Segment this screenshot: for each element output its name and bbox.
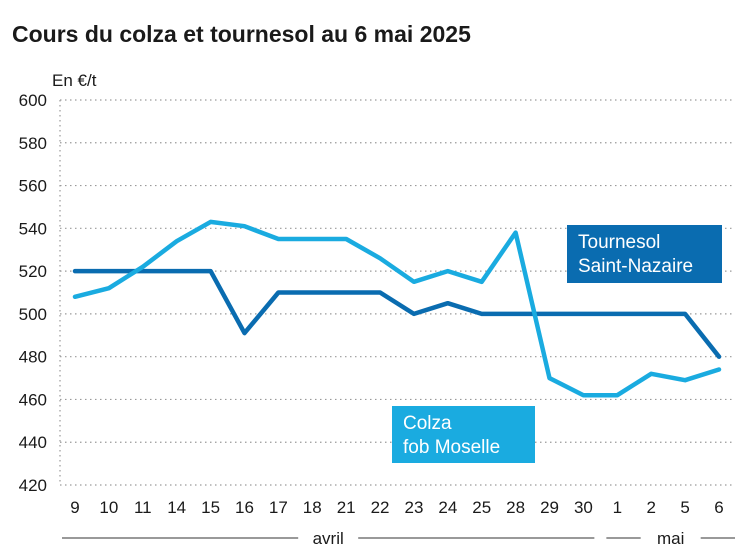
x-tick-label: 21 xyxy=(337,498,356,517)
x-tick-label: 6 xyxy=(714,498,723,517)
y-tick-label: 520 xyxy=(19,262,47,281)
y-tick-label: 560 xyxy=(19,177,47,196)
x-tick-label: 17 xyxy=(269,498,288,517)
series-lines xyxy=(72,219,722,398)
y-tick-label: 460 xyxy=(19,390,47,409)
series-label-text: Saint-Nazaire xyxy=(578,256,693,277)
month-label: mai xyxy=(657,529,684,548)
y-tick-label: 540 xyxy=(19,219,47,238)
gridlines xyxy=(59,99,735,486)
x-tick-label: 25 xyxy=(472,498,491,517)
series-labels: Tournesol Saint-Nazaire Colza fob Moselle xyxy=(392,225,722,463)
x-tick-label: 29 xyxy=(540,498,559,517)
label-colza: Colza fob Moselle xyxy=(392,406,535,463)
x-tick-label: 15 xyxy=(201,498,220,517)
x-tick-label: 22 xyxy=(371,498,390,517)
series-line-colza xyxy=(72,219,722,398)
x-tick-label: 10 xyxy=(99,498,118,517)
series-label-text: fob Moselle xyxy=(403,437,500,458)
y-tick-label: 420 xyxy=(19,476,47,495)
series-label-box xyxy=(567,225,722,283)
x-tick-label: 5 xyxy=(680,498,689,517)
series-line-tournesol xyxy=(72,268,722,359)
x-tick-label: 23 xyxy=(404,498,423,517)
label-tournesol: Tournesol Saint-Nazaire xyxy=(567,225,722,283)
x-tick-label: 2 xyxy=(646,498,655,517)
y-tick-label: 500 xyxy=(19,305,47,324)
x-tick-label: 14 xyxy=(167,498,186,517)
x-tick-labels: 9 10 11 14 15 16 17 18 21 22 23 24 25 28 29 30 1 2 5 6 xyxy=(70,498,723,517)
x-tick-label: 16 xyxy=(235,498,254,517)
month-label: avril xyxy=(313,529,344,548)
series-label-text: Tournesol xyxy=(578,232,660,253)
y-tick-labels: 420 440 460 480 500 520 540 560 580 600 xyxy=(19,91,47,495)
series-label-box xyxy=(392,406,535,463)
x-tick-label: 18 xyxy=(303,498,322,517)
y-tick-label: 580 xyxy=(19,134,47,153)
x-tick-label: 9 xyxy=(70,498,79,517)
month-axis: avril mai xyxy=(62,529,735,548)
x-tick-label: 1 xyxy=(613,498,622,517)
y-axis-unit-label: En €/t xyxy=(52,71,97,90)
series-label-text: Colza xyxy=(403,413,452,434)
chart-title: Cours du colza et tournesol au 6 mai 202… xyxy=(12,21,471,47)
x-tick-label: 24 xyxy=(438,498,457,517)
y-tick-label: 600 xyxy=(19,91,47,110)
x-tick-label: 11 xyxy=(134,498,152,517)
x-tick-label: 30 xyxy=(574,498,593,517)
y-tick-label: 440 xyxy=(19,433,47,452)
x-tick-label: 28 xyxy=(506,498,525,517)
y-tick-label: 480 xyxy=(19,348,47,367)
